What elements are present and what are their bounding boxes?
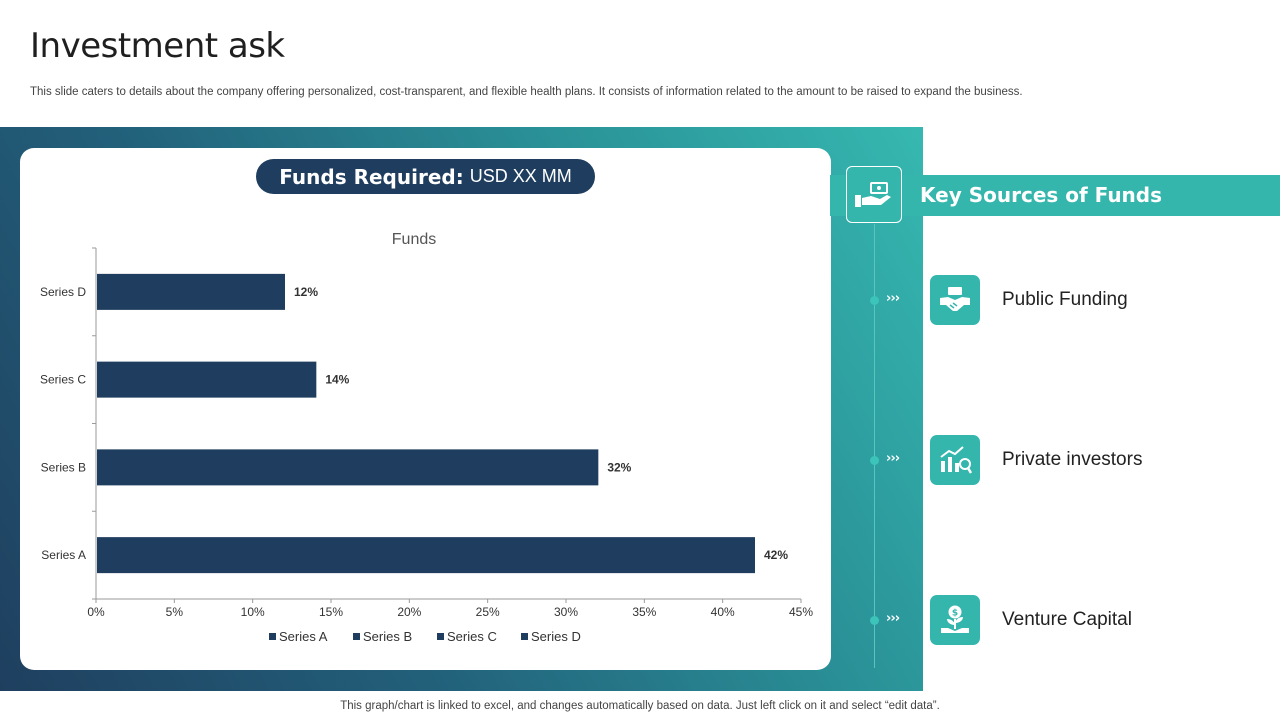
x-tick-label: 35% [632, 605, 656, 619]
x-tick-label: 0% [87, 605, 105, 619]
source-label-private-investors: Private investors [1002, 449, 1143, 470]
hand-money-icon [846, 166, 902, 223]
source-label-public-funding: Public Funding [1002, 289, 1128, 310]
x-tick-label: 45% [789, 605, 813, 619]
y-tick-label: Series C [40, 373, 86, 387]
growth-chart-icon [930, 435, 980, 485]
data-label: 12% [294, 285, 318, 299]
bar-series-d [97, 273, 285, 310]
y-tick-label: Series B [41, 460, 86, 474]
svg-text:$: $ [952, 609, 958, 619]
data-label: 42% [764, 548, 788, 562]
timeline-dot [870, 456, 879, 465]
key-sources-title: Key Sources of Funds [920, 183, 1163, 207]
funds-required-value: USD XX MM [469, 166, 572, 186]
page-title: Investment ask [30, 26, 285, 66]
funds-required-label: Funds Required: [279, 164, 464, 189]
legend-swatch [437, 633, 444, 640]
footnote: This graph/chart is linked to excel, and… [340, 700, 940, 712]
x-tick-label: 5% [166, 605, 184, 619]
arrow-icon: ››› [886, 611, 900, 626]
funds-bar-chart[interactable]: Funds Series A 42% Series B 32% Series C 14% S… [20, 148, 831, 670]
handshake-icon [930, 275, 980, 325]
timeline-dot [870, 616, 879, 625]
legend-label: Series B [363, 629, 412, 644]
source-label-venture-capital: Venture Capital [1002, 609, 1132, 630]
money-plant-icon: $ [930, 595, 980, 645]
legend-label: Series A [279, 629, 328, 644]
legend-swatch [353, 633, 360, 640]
y-tick-label: Series D [40, 285, 86, 299]
key-sources-header-bar [830, 175, 1280, 216]
timeline-line [874, 224, 875, 668]
chart-title: Funds [392, 231, 436, 248]
x-tick-label: 40% [711, 605, 735, 619]
arrow-icon: ››› [886, 291, 900, 306]
bar-series-c [97, 361, 317, 398]
x-tick-label: 30% [554, 605, 578, 619]
timeline-dot [870, 296, 879, 305]
x-tick-label: 15% [319, 605, 343, 619]
legend-label: Series D [531, 629, 581, 644]
y-tick-label: Series A [41, 548, 86, 562]
legend-swatch [269, 633, 276, 640]
legend-swatch [521, 633, 528, 640]
data-label: 32% [607, 460, 631, 474]
chart-card [20, 148, 831, 670]
arrow-icon: ››› [886, 451, 900, 466]
x-tick-label: 10% [241, 605, 265, 619]
funds-required-pill: Funds Required: USD XX MM [256, 159, 595, 194]
x-tick-label: 20% [397, 605, 421, 619]
x-tick-label: 25% [476, 605, 500, 619]
bar-series-b [97, 449, 599, 486]
page-subtitle: This slide caters to details about the c… [30, 86, 1023, 98]
bar-series-a [97, 537, 755, 574]
data-label: 14% [325, 373, 349, 387]
legend-label: Series C [447, 629, 497, 644]
